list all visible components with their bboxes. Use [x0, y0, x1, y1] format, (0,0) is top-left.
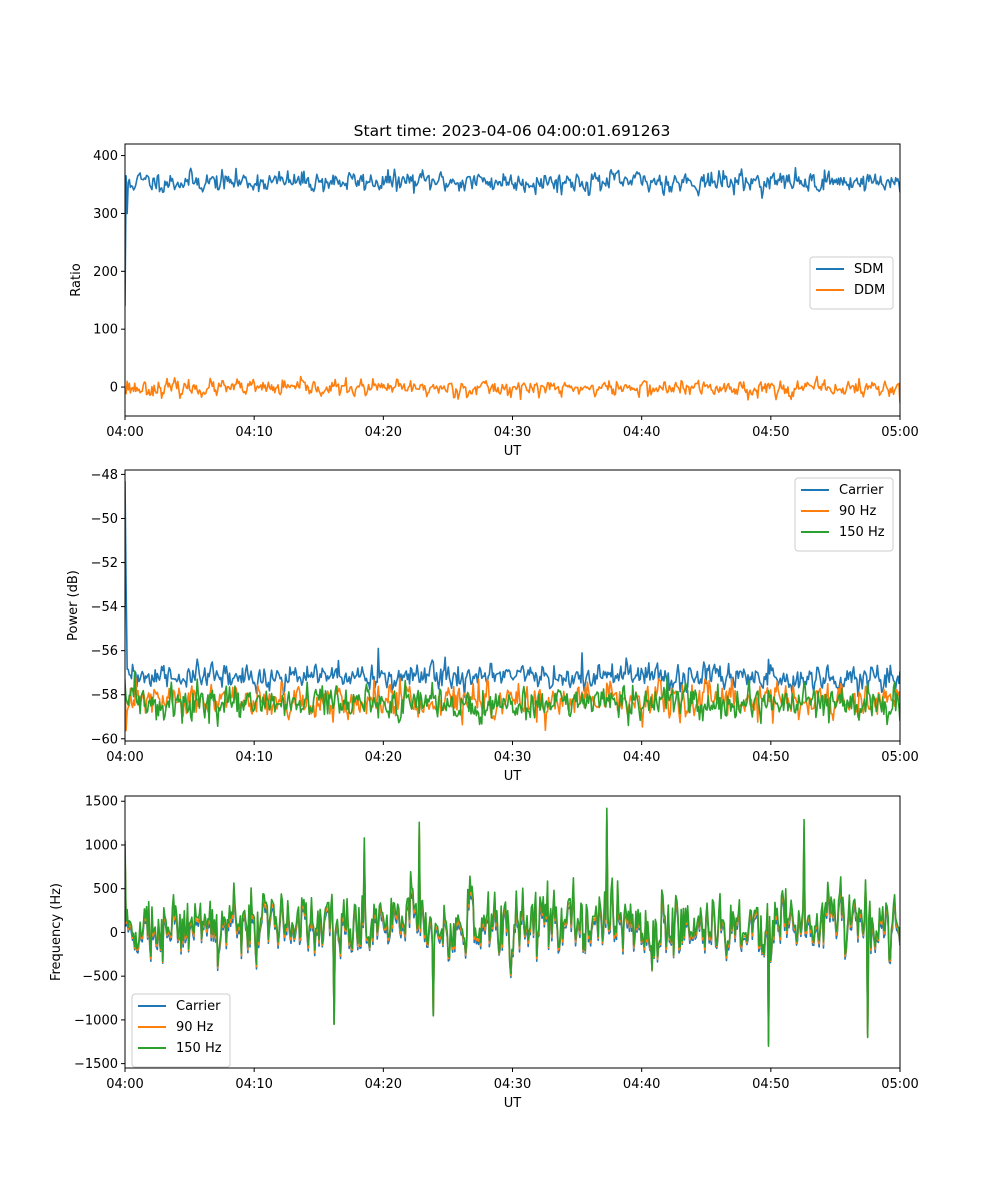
- chart-panel-1: 04:00 04:10 04:20 04:30 04:40 04:50 05:00 0 100 2…: [69, 143, 919, 459]
- legend: Carrier 90 Hz 150 Hz: [131, 993, 231, 1068]
- x-tick-label: 05:00: [881, 750, 918, 765]
- y-tick-label: −52: [91, 556, 118, 571]
- series-line-150-hz: [125, 807, 900, 1047]
- legend-label: Carrier: [839, 483, 884, 498]
- y-tick-label: 300: [93, 207, 118, 222]
- legend-label: 90 Hz: [176, 1020, 213, 1035]
- x-tick-label: 04:30: [494, 750, 531, 765]
- x-tick-label: 04:50: [752, 425, 789, 440]
- y-tick-label: −56: [91, 644, 118, 659]
- x-tick-label: 04:40: [623, 750, 660, 765]
- legend-label: 150 Hz: [176, 1041, 222, 1056]
- y-tick-label: 400: [93, 149, 118, 164]
- y-tick-label: −1000: [74, 1013, 118, 1028]
- x-tick-label: 04:30: [494, 425, 531, 440]
- x-tick-label: 04:20: [365, 750, 402, 765]
- series-line-carrier: [125, 481, 900, 698]
- x-tick-label: 05:00: [881, 1077, 918, 1092]
- y-tick-label: 100: [93, 323, 118, 338]
- x-tick-label: 04:20: [365, 1077, 402, 1092]
- legend-label: 150 Hz: [839, 525, 885, 540]
- chart-panel-3: 04:00 04:10 04:20 04:30 04:40 04:50 05:00 −1500…: [49, 795, 919, 1111]
- plot-area: [125, 807, 900, 1047]
- x-tick-label: 04:10: [235, 1077, 272, 1092]
- y-axis-label: Frequency (Hz): [49, 883, 64, 981]
- y-axis-label: Power (dB): [66, 570, 81, 641]
- series-line-ddm: [125, 375, 900, 404]
- x-tick-label: 05:00: [881, 425, 918, 440]
- x-axis-label: UT: [504, 444, 522, 459]
- x-tick-label: 04:20: [365, 425, 402, 440]
- plot-area: [125, 167, 900, 404]
- y-tick-label: −48: [91, 468, 118, 483]
- y-tick-label: −500: [82, 970, 118, 985]
- x-tick-label: 04:10: [235, 425, 272, 440]
- legend-label: Carrier: [176, 999, 221, 1014]
- x-tick-label: 04:00: [106, 1077, 143, 1092]
- y-tick-label: −1500: [74, 1057, 118, 1072]
- y-tick-label: 0: [110, 926, 118, 941]
- y-tick-label: 1000: [85, 838, 118, 853]
- y-tick-label: 0: [110, 381, 118, 396]
- y-tick-label: 200: [93, 265, 118, 280]
- series-line-sdm: [125, 167, 900, 307]
- series-line-90-hz: [125, 676, 900, 732]
- y-tick-label: −54: [91, 600, 118, 615]
- y-tick-label: −58: [91, 688, 118, 703]
- y-tick-label: 1500: [85, 795, 118, 810]
- legend-label: 90 Hz: [839, 504, 876, 519]
- legend-label: DDM: [854, 283, 885, 298]
- x-tick-label: 04:00: [106, 750, 143, 765]
- chart-panel-2: 04:00 04:10 04:20 04:30 04:40 04:50 05:00 −60 −5…: [66, 468, 919, 784]
- x-tick-label: 04:30: [494, 1077, 531, 1092]
- y-tick-label: −50: [91, 512, 118, 527]
- x-tick-label: 04:40: [623, 1077, 660, 1092]
- y-axis-label: Ratio: [69, 263, 84, 296]
- y-tick-label: −60: [91, 732, 118, 747]
- x-tick-label: 04:50: [752, 750, 789, 765]
- legend: SDM DDM: [809, 256, 894, 310]
- x-tick-label: 04:50: [752, 1077, 789, 1092]
- series-line-150-hz: [125, 670, 900, 728]
- legend-label: SDM: [854, 262, 883, 277]
- y-tick-label: 500: [93, 882, 118, 897]
- x-tick-label: 04:00: [106, 425, 143, 440]
- x-axis-label: UT: [504, 769, 522, 784]
- figure-title: Start time: 2023-04-06 04:00:01.691263: [354, 122, 671, 140]
- x-axis-label: UT: [504, 1096, 522, 1111]
- plot-area: [125, 481, 900, 732]
- legend: Carrier 90 Hz 150 Hz: [794, 477, 894, 552]
- x-tick-label: 04:10: [235, 750, 272, 765]
- x-tick-label: 04:40: [623, 425, 660, 440]
